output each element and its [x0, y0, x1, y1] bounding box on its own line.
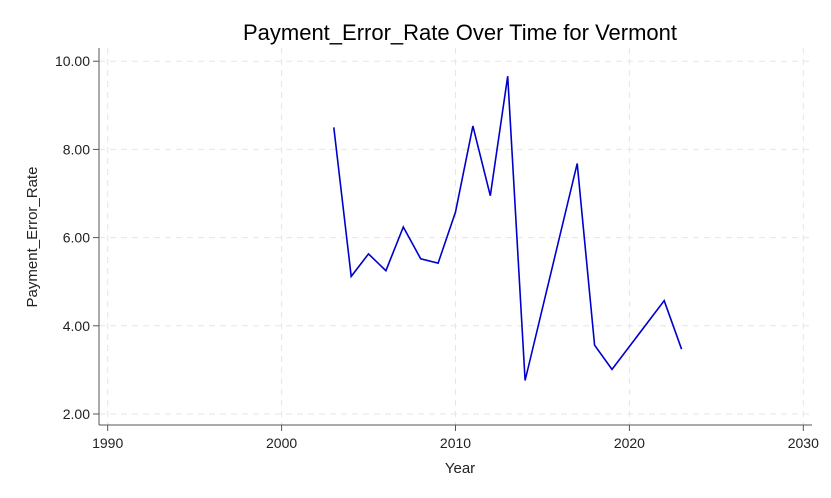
tick-labels: 1990 2000 2010 2020 2030 2.00 4.00 6.00 8.00 10.0… [55, 53, 819, 451]
series [333, 76, 683, 381]
grid [99, 48, 812, 425]
x-tick-label: 2030 [788, 435, 819, 451]
y-tick-label: 2.00 [63, 406, 90, 422]
x-axis-label: Year [445, 460, 475, 477]
x-tick-label: 2020 [614, 435, 645, 451]
y-axis-label: Payment_Error_Rate [24, 167, 41, 308]
series-line [333, 76, 683, 381]
y-tick-label: 8.00 [63, 141, 90, 157]
chart-title: Payment_Error_Rate Over Time for Vermont [243, 20, 677, 45]
x-tick-label: 2000 [266, 435, 297, 451]
x-tick-label: 2010 [440, 435, 471, 451]
y-tick-label: 6.00 [63, 230, 90, 246]
axes [93, 48, 812, 431]
y-tick-label: 10.00 [55, 53, 90, 69]
x-tick-label: 1990 [92, 435, 123, 451]
y-tick-label: 4.00 [63, 318, 90, 334]
